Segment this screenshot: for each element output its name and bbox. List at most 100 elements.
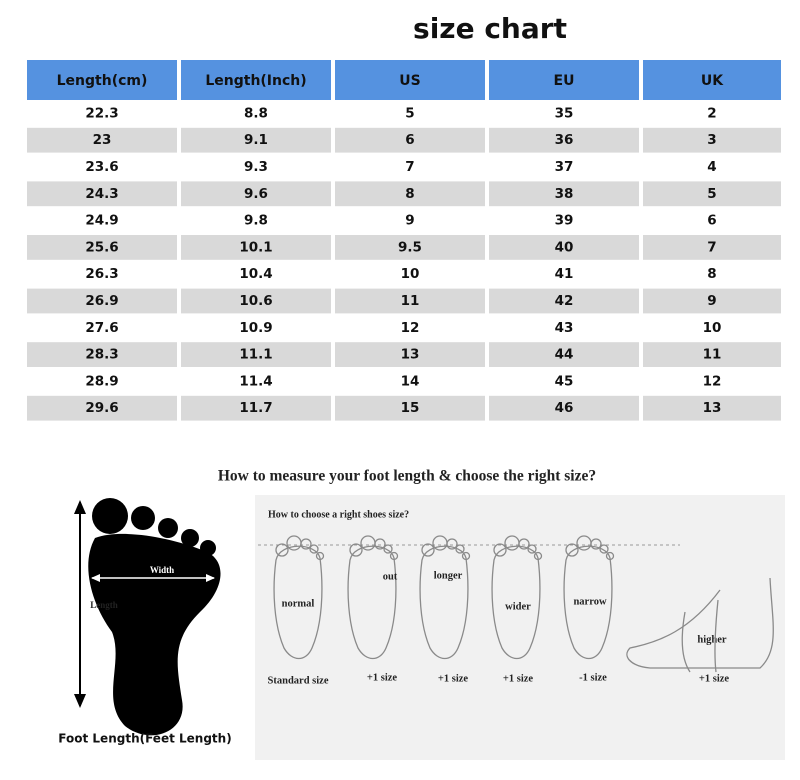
cell-text: 11.7 (239, 400, 272, 416)
header-text: EU (554, 73, 575, 89)
toe (421, 543, 435, 557)
fit-label: out (383, 571, 398, 582)
row-shade (335, 127, 485, 153)
row-shade (27, 342, 177, 367)
foot-outline (347, 535, 399, 660)
cell-text: 12 (401, 320, 420, 336)
size-label: +1 size (503, 673, 534, 684)
cell-text: 5 (405, 105, 414, 121)
cell-text: 27.6 (85, 320, 118, 336)
cell-text: 9.6 (244, 186, 268, 202)
header-text: US (399, 73, 420, 89)
row-shade (335, 181, 485, 207)
cell-text: 9.8 (244, 213, 268, 229)
row-shade (181, 288, 331, 314)
cell-text: 38 (555, 186, 574, 202)
toe (300, 538, 312, 550)
cell-text: 12 (703, 373, 722, 389)
cell-text: 8.8 (244, 105, 268, 121)
row-shade (335, 395, 485, 421)
cell-text: 37 (555, 159, 574, 175)
toe (315, 551, 325, 561)
cell-text: 13 (401, 347, 420, 363)
toe (383, 544, 393, 554)
cell-text: 8 (707, 266, 716, 282)
header-text: Length(Inch) (205, 73, 306, 89)
cell-text: 6 (405, 132, 414, 148)
cell-text: 26.9 (85, 293, 118, 309)
cell-text: 9.5 (398, 239, 422, 255)
cell-text: 28.3 (85, 347, 118, 363)
cell-text: 22.3 (85, 105, 118, 121)
cell-text: 42 (555, 293, 574, 309)
row-shade (181, 127, 331, 153)
size-label: -1 size (579, 672, 607, 683)
row-shade (181, 235, 331, 260)
cell-text: 11.1 (239, 347, 272, 363)
cell-text: 13 (703, 400, 722, 416)
toe (590, 538, 602, 550)
cell-text: 10 (401, 266, 420, 282)
toe (275, 543, 289, 557)
row-shade (27, 235, 177, 260)
toe (565, 543, 579, 557)
cell-text: 44 (555, 347, 574, 363)
cell-text: 10.9 (239, 320, 272, 336)
toe (518, 538, 530, 550)
foot-outline (491, 535, 543, 660)
foot-outline (419, 535, 471, 660)
cell-text: 35 (555, 105, 574, 121)
row-shade (335, 235, 485, 260)
toe (349, 543, 363, 557)
cell-text: 40 (555, 239, 574, 255)
row-shade (335, 342, 485, 367)
cell-text: 5 (707, 186, 716, 202)
cell-text: 10 (703, 320, 722, 336)
row-shade (489, 342, 639, 367)
fit-illustrations: normal out longer wider narrow higher Standard… (268, 535, 730, 686)
foot-outline (273, 535, 325, 660)
row-shade (489, 288, 639, 314)
row-shade (643, 342, 781, 367)
cell-text: 11.4 (239, 373, 272, 389)
cell-text: 39 (555, 213, 574, 229)
fit-label: longer (434, 570, 463, 581)
cell-text: 41 (555, 266, 574, 282)
cell-text: 14 (401, 373, 420, 389)
toe (527, 544, 537, 554)
cell-text: 28.9 (85, 373, 118, 389)
cell-text: 45 (555, 373, 574, 389)
row-shade (27, 288, 177, 314)
cell-text: 9.1 (244, 132, 268, 148)
header-cell (181, 60, 331, 100)
row-shade (489, 235, 639, 260)
row-shade (643, 235, 781, 260)
header-cell (27, 60, 177, 100)
row-shade (27, 127, 177, 153)
choose-panel (255, 495, 785, 760)
cell-text: 4 (707, 159, 716, 175)
header-text: UK (701, 73, 724, 89)
row-shade (335, 288, 485, 314)
foot-diagram (74, 498, 221, 736)
fit-label: narrow (573, 596, 606, 607)
fit-label: wider (505, 601, 531, 612)
cell-text: 6 (707, 213, 716, 229)
row-shade (181, 395, 331, 421)
cell-text: 23.6 (85, 159, 118, 175)
foot-outline (563, 535, 615, 660)
foot-caption: Foot Length(Feet Length) (58, 732, 231, 746)
header-text: Length(cm) (57, 73, 148, 89)
size-label: Standard size (268, 675, 329, 686)
size-label: +1 size (699, 673, 730, 684)
row-shade (643, 288, 781, 314)
row-shade (27, 181, 177, 207)
row-shade (489, 127, 639, 153)
cell-text: 3 (707, 132, 716, 148)
cell-text: 11 (703, 347, 722, 363)
header-cell (489, 60, 639, 100)
toe (533, 551, 543, 561)
choose-heading: How to choose a right shoes size? (268, 509, 409, 520)
